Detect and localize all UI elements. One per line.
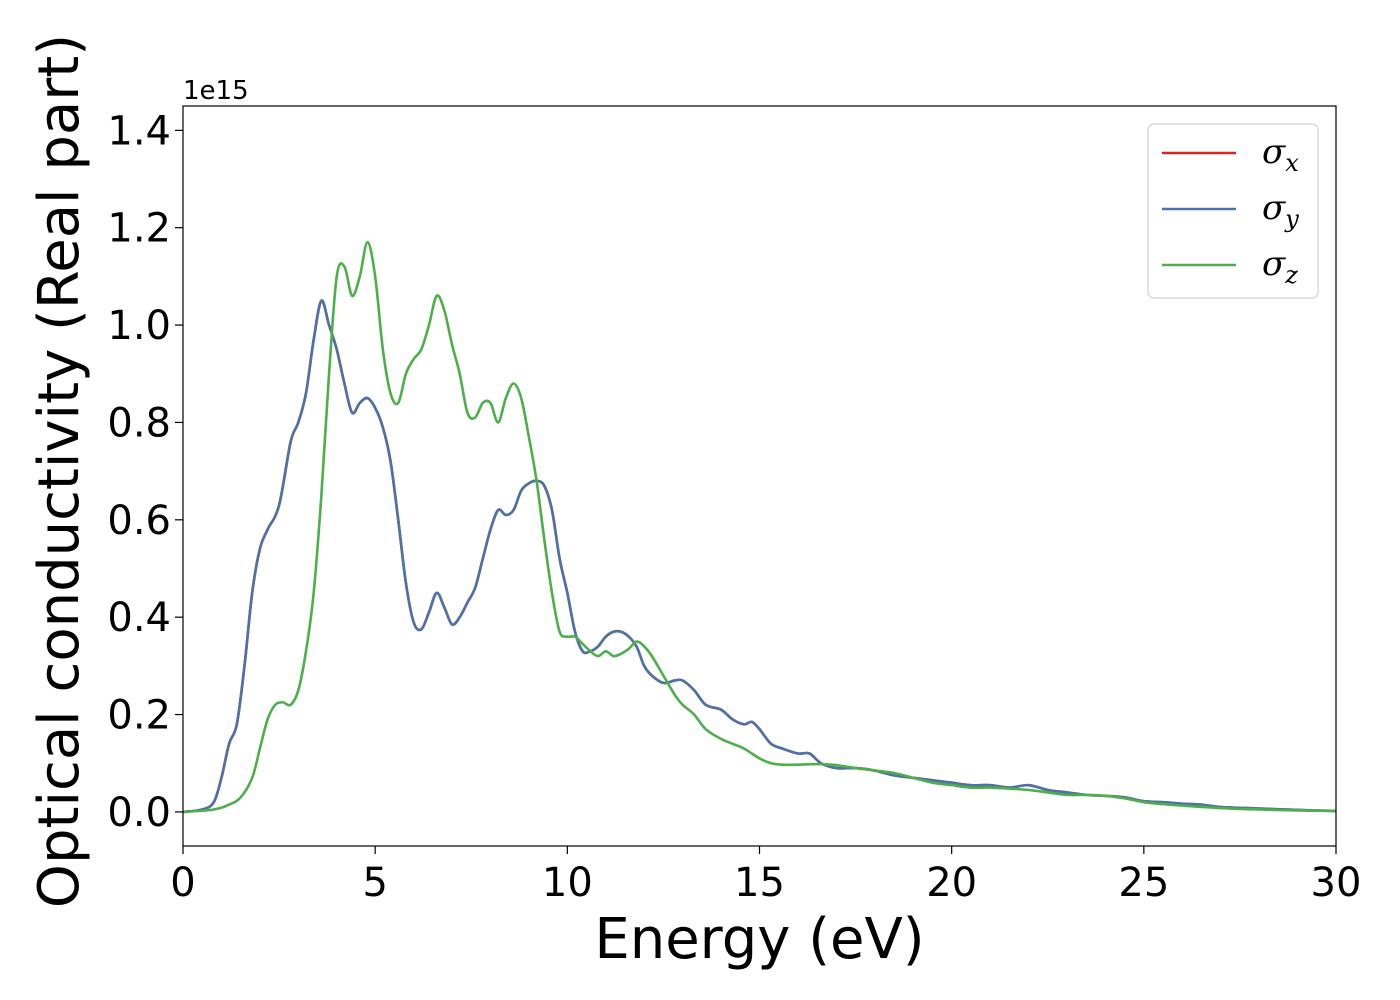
y-tick-label: 0.2 [107, 693, 171, 739]
x-axis-ticks: 0 5 10 15 20 25 30 [170, 846, 1361, 906]
legend-box [1147, 123, 1319, 299]
y-tick-label: 0.0 [107, 790, 171, 836]
series-line-sigma-y [183, 299, 1336, 814]
series-line-sigma-x [183, 299, 1336, 814]
series-line-sigma-z [183, 241, 1336, 814]
x-tick-label: 5 [362, 860, 387, 906]
y-tick-label: 0.6 [107, 498, 171, 544]
x-tick-label: 0 [170, 860, 195, 906]
x-tick-label: 25 [1118, 860, 1169, 906]
y-axis-label: Optical conductivity (Real part) [27, 34, 92, 908]
x-tick-label: 10 [542, 860, 593, 906]
legend-label-sigma-x: σx [1262, 132, 1299, 177]
y-tick-label: 1.0 [107, 303, 171, 349]
x-axis-label: Energy (eV) [594, 907, 924, 972]
y-tick-label: 0.8 [107, 400, 171, 446]
x-tick-label: 15 [734, 860, 785, 906]
series-layer [183, 241, 1336, 814]
y-axis-offset-label: 1e15 [183, 76, 249, 106]
y-axis-ticks: 0.0 0.2 0.4 0.6 0.8 1.0 1.2 1.4 [107, 108, 183, 836]
y-tick-label: 1.4 [107, 108, 171, 154]
y-tick-label: 1.2 [107, 206, 171, 252]
x-tick-label: 30 [1311, 860, 1362, 906]
y-tick-label: 0.4 [107, 595, 171, 641]
x-tick-label: 20 [926, 860, 977, 906]
legend-label-sigma-y: σy [1262, 188, 1299, 233]
